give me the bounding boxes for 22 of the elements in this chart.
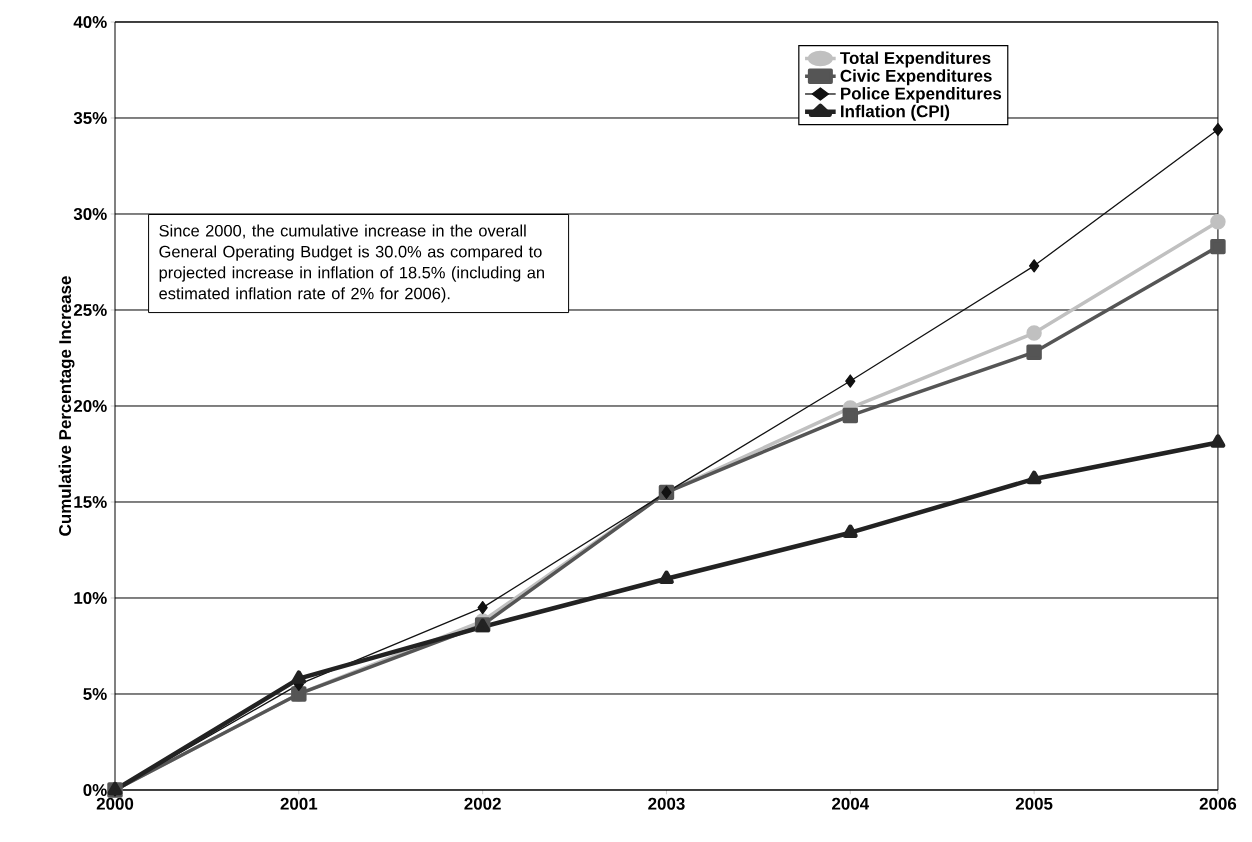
y-axis-title: Cumulative Percentage Increase <box>58 276 75 536</box>
y-tick-label: 0% <box>83 783 107 796</box>
y-tick-label: 40% <box>73 15 107 28</box>
legend-label: Civic Expenditures <box>840 69 992 86</box>
y-tick-label: 20% <box>73 399 107 412</box>
legend-label: Inflation (CPI) <box>841 104 950 121</box>
x-tick-label: 2001 <box>280 797 318 810</box>
annotation: Since 2000, the cumulative increase in the overall General Operating Budget is 30.0% as compared to projected increase in inflation of 18.5% (including an estimated inflation rate of 2% for 2006). <box>159 224 544 303</box>
y-tick-label: 10% <box>74 591 107 604</box>
x-tick-label: 2002 <box>464 797 501 810</box>
y-tick-label: 5% <box>83 688 107 700</box>
legend-label: Total Expenditures <box>840 51 991 68</box>
x-tick-label: 2006 <box>1199 797 1237 810</box>
x-tick-label: 2005 <box>1015 797 1053 810</box>
x-tick-label: 2000 <box>96 797 134 810</box>
y-tick-label: 30% <box>73 207 107 220</box>
x-tick-label: 2003 <box>648 797 685 810</box>
y-tick-label: 25% <box>73 303 107 316</box>
y-tick-label: 35% <box>73 111 107 124</box>
x-tick-label: 2004 <box>832 797 870 810</box>
legend-label: Police Expenditures <box>841 87 1002 103</box>
y-tick-label: 15% <box>74 496 107 508</box>
